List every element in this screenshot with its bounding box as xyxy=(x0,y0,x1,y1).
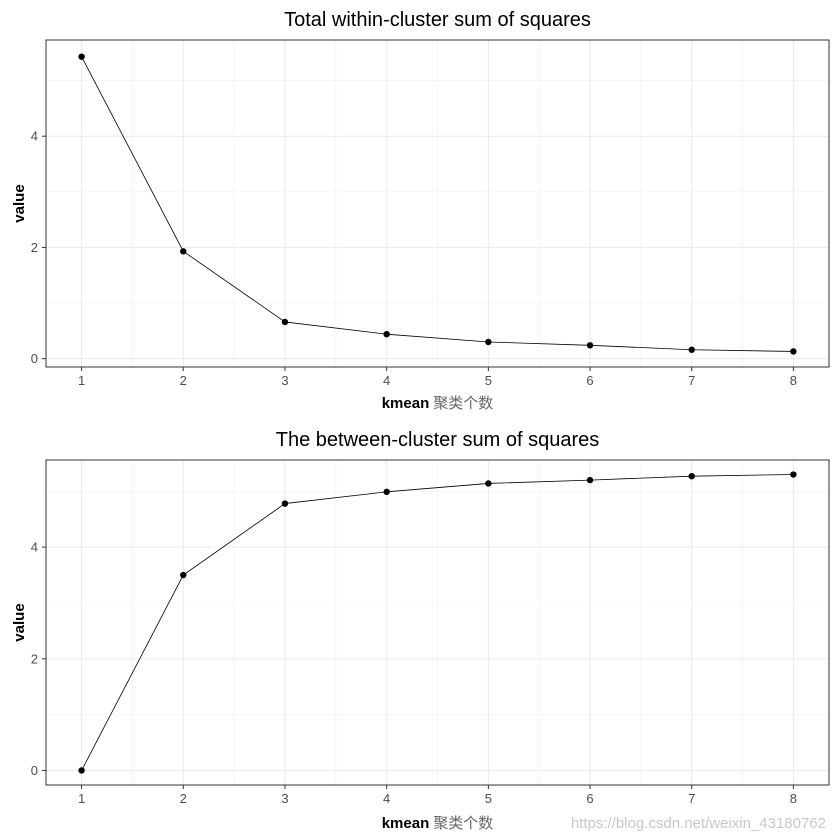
data-point xyxy=(688,472,695,480)
data-point xyxy=(485,480,492,487)
plot-border xyxy=(45,39,830,368)
y-axis-label: value xyxy=(11,603,28,641)
y-tick-label: 0 xyxy=(31,763,38,778)
series-line xyxy=(81,474,794,771)
data-point xyxy=(586,476,594,484)
data-point xyxy=(78,767,85,774)
data-point xyxy=(383,488,390,496)
chart-title: Total within-cluster sum of squares xyxy=(284,9,591,31)
data-point xyxy=(586,342,594,349)
x-tick-label: 6 xyxy=(586,373,593,388)
x-axis-label-main: kmean xyxy=(382,395,430,412)
x-tick-label: 6 xyxy=(586,791,593,806)
y-tick-label: 4 xyxy=(31,540,38,555)
x-axis-label: kmean 聚类个数 xyxy=(382,395,494,412)
series-line xyxy=(81,56,794,352)
x-tick-label: 8 xyxy=(790,373,797,388)
y-tick-label: 4 xyxy=(31,129,38,144)
watermark-text: https://blog.csdn.net/weixin_43180762 xyxy=(570,815,826,832)
x-tick-label: 4 xyxy=(383,791,390,806)
x-axis-label-main: kmean xyxy=(382,815,430,832)
data-point xyxy=(383,330,390,338)
chart-title: The between-cluster sum of squares xyxy=(276,429,600,451)
x-tick-label: 7 xyxy=(688,791,695,806)
x-tick-label: 2 xyxy=(180,791,187,806)
x-tick-label: 5 xyxy=(485,373,492,388)
data-point xyxy=(180,248,187,255)
data-point xyxy=(281,318,289,326)
x-tick-label: 7 xyxy=(688,373,695,388)
data-point xyxy=(180,571,187,579)
x-tick-label: 5 xyxy=(485,791,492,806)
y-axis-label: value xyxy=(11,184,28,222)
x-axis-label: kmean 聚类个数 xyxy=(382,815,494,832)
x-tick-label: 8 xyxy=(790,791,797,806)
data-point xyxy=(688,346,695,353)
data-point xyxy=(281,500,289,507)
x-axis-label-cn: 聚类个数 xyxy=(433,395,493,412)
x-tick-label: 3 xyxy=(281,373,288,388)
plot-border xyxy=(45,459,830,786)
y-tick-label: 2 xyxy=(31,240,38,255)
x-axis-label-cn: 聚类个数 xyxy=(433,815,493,832)
x-tick-label: 1 xyxy=(78,791,85,806)
x-tick-label: 3 xyxy=(281,791,288,806)
data-point xyxy=(790,348,797,355)
y-tick-label: 0 xyxy=(31,351,38,366)
chart-panel-between: The between-cluster sum of squares 1 2 3 4 5 6… xyxy=(11,429,830,832)
x-tick-label: 4 xyxy=(383,373,390,388)
chart-panel-within: Total within-cluster sum of squares 1 2 3 4 5… xyxy=(11,9,830,412)
y-tick-label: 2 xyxy=(31,651,38,666)
x-tick-label: 1 xyxy=(78,373,85,388)
x-tick-label: 2 xyxy=(180,373,187,388)
data-point xyxy=(485,338,492,346)
data-point xyxy=(78,53,85,60)
data-point xyxy=(790,471,797,478)
